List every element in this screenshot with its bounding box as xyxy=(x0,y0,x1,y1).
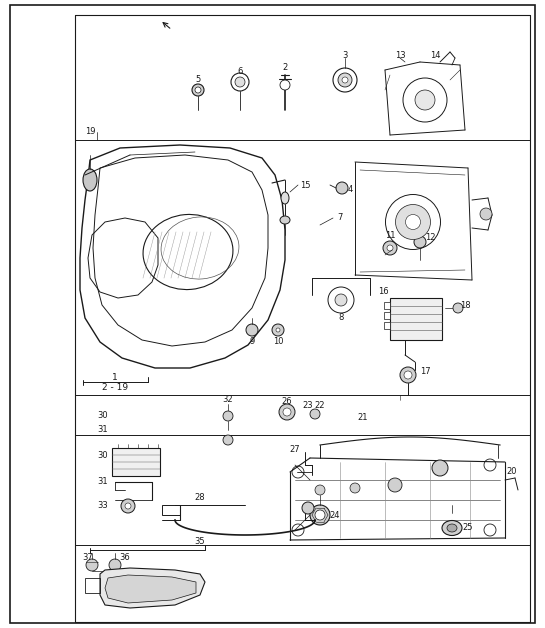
Circle shape xyxy=(223,411,233,421)
Circle shape xyxy=(335,294,347,306)
Text: 1: 1 xyxy=(112,374,118,382)
Text: 23: 23 xyxy=(302,401,313,409)
Polygon shape xyxy=(105,575,196,603)
Circle shape xyxy=(279,404,295,420)
Circle shape xyxy=(315,485,325,495)
Ellipse shape xyxy=(280,216,290,224)
Circle shape xyxy=(223,435,233,445)
Text: 8: 8 xyxy=(338,313,344,323)
Ellipse shape xyxy=(281,192,289,204)
Text: 26: 26 xyxy=(282,396,292,406)
Text: 30: 30 xyxy=(98,450,108,460)
Circle shape xyxy=(453,303,463,313)
Text: 2: 2 xyxy=(282,63,288,72)
Circle shape xyxy=(302,502,314,514)
Circle shape xyxy=(272,324,284,336)
Text: 7: 7 xyxy=(337,214,343,222)
Circle shape xyxy=(280,80,290,90)
Text: 6: 6 xyxy=(237,67,243,75)
Text: 5: 5 xyxy=(195,75,201,85)
Circle shape xyxy=(246,324,258,336)
Bar xyxy=(384,322,390,329)
Text: 10: 10 xyxy=(272,337,283,347)
Text: 19: 19 xyxy=(85,127,95,136)
Text: 33: 33 xyxy=(98,502,108,511)
Text: 32: 32 xyxy=(223,396,233,404)
Text: 18: 18 xyxy=(459,301,470,310)
Circle shape xyxy=(350,483,360,493)
Circle shape xyxy=(387,245,393,251)
Circle shape xyxy=(388,478,402,492)
Text: 16: 16 xyxy=(378,288,388,296)
Text: 20: 20 xyxy=(507,467,517,477)
Text: 25: 25 xyxy=(463,524,473,533)
Text: 22: 22 xyxy=(315,401,325,409)
Text: 14: 14 xyxy=(430,50,440,60)
Text: 31: 31 xyxy=(98,426,108,435)
Text: 35: 35 xyxy=(195,538,205,546)
Text: 21: 21 xyxy=(358,413,368,423)
Text: 4: 4 xyxy=(347,185,353,195)
Ellipse shape xyxy=(405,215,421,229)
Circle shape xyxy=(283,408,291,416)
Circle shape xyxy=(342,77,348,83)
Circle shape xyxy=(432,460,448,476)
Circle shape xyxy=(192,84,204,96)
Circle shape xyxy=(310,505,330,525)
Circle shape xyxy=(315,510,325,520)
Text: 30: 30 xyxy=(98,411,108,420)
Text: 24: 24 xyxy=(330,511,340,519)
Ellipse shape xyxy=(447,524,457,532)
Circle shape xyxy=(195,87,201,93)
Bar xyxy=(390,298,442,340)
Circle shape xyxy=(400,367,416,383)
Text: 36: 36 xyxy=(119,553,130,561)
Text: 3: 3 xyxy=(342,50,348,60)
Bar xyxy=(162,505,180,515)
Text: 15: 15 xyxy=(300,180,310,190)
Circle shape xyxy=(336,182,348,194)
Text: 28: 28 xyxy=(195,492,205,502)
Circle shape xyxy=(415,90,435,110)
Text: 37: 37 xyxy=(83,553,93,561)
Circle shape xyxy=(276,328,280,332)
Circle shape xyxy=(383,241,397,255)
Bar xyxy=(384,302,390,309)
Circle shape xyxy=(235,77,245,87)
Text: 31: 31 xyxy=(98,477,108,487)
Bar xyxy=(384,312,390,319)
Circle shape xyxy=(310,409,320,419)
Circle shape xyxy=(109,559,121,571)
Polygon shape xyxy=(100,568,205,608)
Ellipse shape xyxy=(396,205,431,239)
Ellipse shape xyxy=(83,169,97,191)
Text: 11: 11 xyxy=(385,230,395,239)
Circle shape xyxy=(121,499,135,513)
Ellipse shape xyxy=(442,521,462,536)
Circle shape xyxy=(338,73,352,87)
Text: 27: 27 xyxy=(290,445,300,455)
Circle shape xyxy=(414,236,426,248)
Text: 2 - 19: 2 - 19 xyxy=(102,384,128,392)
Circle shape xyxy=(125,503,131,509)
Bar xyxy=(112,448,160,476)
Circle shape xyxy=(480,208,492,220)
Bar xyxy=(85,578,100,593)
Text: 9: 9 xyxy=(250,337,255,347)
Text: 17: 17 xyxy=(420,367,431,377)
Text: 13: 13 xyxy=(395,50,405,60)
Text: 12: 12 xyxy=(425,234,435,242)
Circle shape xyxy=(404,371,412,379)
Circle shape xyxy=(86,559,98,571)
